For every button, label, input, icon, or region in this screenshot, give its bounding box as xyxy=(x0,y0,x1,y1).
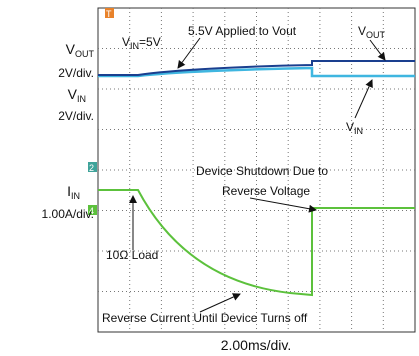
arrow xyxy=(354,79,373,119)
vout-trace xyxy=(98,60,415,76)
ch4-label: 4 xyxy=(89,206,94,216)
ch2-marker xyxy=(88,162,97,172)
vout-label: VOUT xyxy=(66,41,95,59)
arrow xyxy=(369,39,386,61)
iin-label: IIN xyxy=(67,183,80,201)
annotation: Device Shutdown Due to xyxy=(196,164,328,178)
grid xyxy=(98,8,415,332)
vin-trace xyxy=(98,66,415,78)
annotation: VIN=5V xyxy=(122,35,161,51)
ch4-marker xyxy=(88,205,97,215)
vin-label: VIN xyxy=(68,86,86,104)
annotation: Reverse Voltage xyxy=(222,184,310,198)
arrow xyxy=(199,293,241,313)
annotation: VIN xyxy=(346,120,363,136)
time-scale: 2.00ms/div. xyxy=(221,337,292,353)
arrow xyxy=(177,37,201,69)
trigger-label: T xyxy=(106,9,112,19)
vout-scale: 2V/div. xyxy=(58,66,94,80)
iin-scale: 1.00A/div. xyxy=(42,207,94,221)
vin-scale: 2V/div. xyxy=(58,109,94,123)
annotation: 10Ω Load xyxy=(106,248,158,262)
trigger-marker xyxy=(105,8,114,18)
iin-trace xyxy=(98,189,415,297)
annotation: VOUT xyxy=(358,24,386,40)
annotation: 5.5V Applied to Vout xyxy=(188,24,297,38)
annotation: Reverse Current Until Device Turns off xyxy=(102,311,308,325)
ch2-label: 2 xyxy=(89,163,94,173)
arrow xyxy=(249,197,317,213)
